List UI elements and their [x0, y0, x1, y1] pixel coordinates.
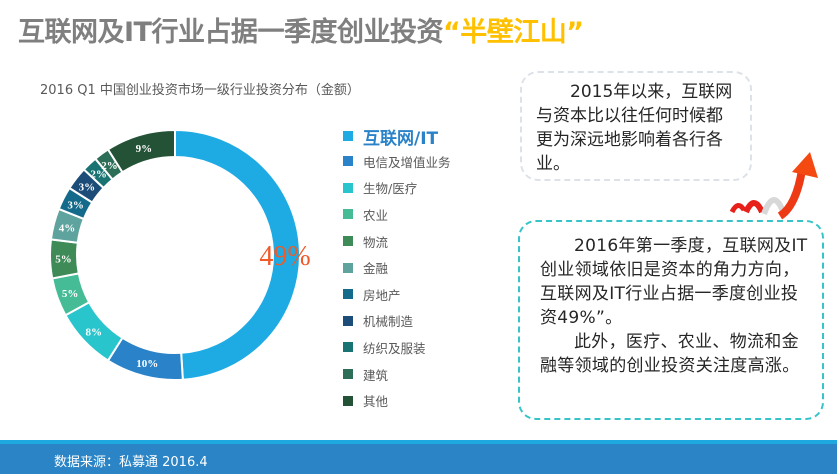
- rising-arrow-icon: [730, 152, 818, 220]
- legend-swatch: [343, 209, 353, 220]
- legend-item: 建筑: [343, 361, 451, 388]
- footer-stripe: [0, 440, 837, 444]
- slice-label: 5%: [62, 288, 79, 300]
- legend-swatch: [343, 156, 353, 167]
- legend-swatch: [343, 262, 353, 273]
- legend-label: 其他: [363, 394, 389, 410]
- slice-label: 3%: [67, 199, 84, 211]
- legend-item: 金融: [343, 254, 451, 281]
- slice-label: 5%: [55, 254, 72, 266]
- data-source: 数据来源：私募通 2016.4: [54, 455, 208, 470]
- footer: 数据来源：私募通 2016.4: [0, 444, 837, 474]
- legend-swatch: [343, 236, 353, 247]
- slice-label: 49%: [259, 241, 310, 272]
- slice-label: 3%: [79, 182, 96, 194]
- legend-item: 农业: [343, 201, 451, 228]
- donut-slice: [174, 128, 301, 381]
- legend-label: 房地产: [363, 287, 401, 303]
- legend-label: 物流: [363, 234, 389, 250]
- slice-label: 2%: [90, 169, 107, 181]
- legend-swatch: [343, 182, 353, 193]
- legend-label: 互联网/IT: [363, 128, 439, 149]
- title-highlight: “半壁江山”: [442, 17, 584, 48]
- slice-label: 9%: [136, 143, 153, 155]
- chart-legend: 互联网/IT 电信及增值业务 生物/医疗农业物流金融房地产机械制造纺织及服装建筑其他: [343, 124, 451, 414]
- slice-label: 8%: [85, 326, 102, 338]
- note-text: 2016年第一季度，互联网及IT创业领域依旧是资本的角力方向，互联网及IT行业占…: [540, 236, 808, 328]
- donut-slice: [106, 128, 176, 174]
- legend-swatch: [343, 342, 353, 353]
- slice-label: 10%: [136, 358, 158, 370]
- legend-item: 其他: [343, 387, 451, 414]
- note-box-2015: 2015年以来，互联网与资本比以往任何时候都更为深远地影响着各行各业。: [520, 71, 752, 181]
- legend-label: 金融: [363, 261, 389, 277]
- legend-swatch: [343, 131, 353, 141]
- legend-swatch: [343, 289, 353, 300]
- legend-item: 互联网/IT: [343, 124, 451, 149]
- legend-swatch: [343, 395, 353, 406]
- slice-label: 4%: [59, 222, 76, 234]
- title-main: 互联网及IT行业占据一季度创业投资: [18, 17, 443, 48]
- legend-swatch: [343, 315, 353, 326]
- legend-item: 房地产: [343, 281, 451, 308]
- legend-label: 农业: [363, 207, 389, 223]
- legend-label: 生物/医疗: [363, 181, 418, 197]
- legend-item: 电信及增值业务: [343, 148, 451, 175]
- legend-label: 纺织及服装: [363, 340, 426, 356]
- legend-item: 生物/医疗: [343, 175, 451, 202]
- legend-swatch: [343, 369, 353, 380]
- donut-chart: 49%10%8%5%5%4%3%3%2%2%9%: [49, 128, 311, 381]
- slice-label: 2%: [101, 160, 118, 172]
- chart-title: 2016 Q1 中国创业投资市场一级行业投资分布（金额）: [40, 83, 360, 98]
- legend-item: 纺织及服装: [343, 334, 451, 361]
- note-text: 此外，医疗、农业、物流和金融等领域的创业投资关注度高涨。: [540, 332, 800, 376]
- legend-label: 电信及增值业务: [363, 154, 451, 170]
- note-text: 2015年以来，互联网与资本比以往任何时候都更为深远地影响着各行各业。: [536, 82, 733, 174]
- page-title: 互联网及IT行业占据一季度创业投资“半壁江山”: [18, 10, 584, 49]
- legend-item: 物流: [343, 228, 451, 255]
- legend-item: 机械制造: [343, 308, 451, 335]
- legend-label: 机械制造: [363, 314, 414, 330]
- legend-label: 建筑: [363, 367, 389, 383]
- note-box-2016: 2016年第一季度，互联网及IT创业领域依旧是资本的角力方向，互联网及IT行业占…: [518, 220, 824, 420]
